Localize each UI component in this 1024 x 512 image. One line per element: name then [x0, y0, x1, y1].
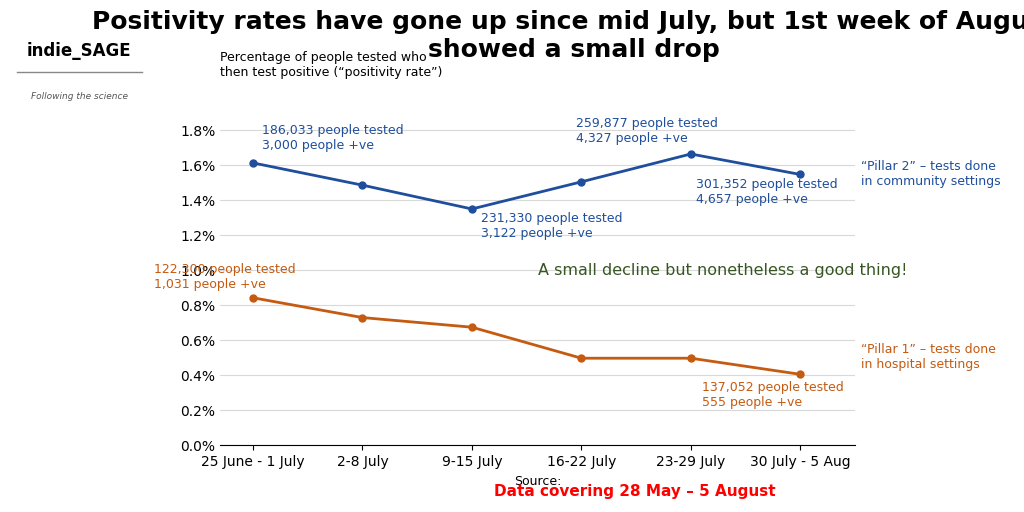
Text: indie_SAGE: indie_SAGE [27, 42, 132, 60]
Text: 259,877 people tested
4,327 people +ve: 259,877 people tested 4,327 people +ve [575, 117, 718, 145]
Text: “Pillar 1” – tests done
in hospital settings: “Pillar 1” – tests done in hospital sett… [860, 343, 995, 371]
Text: 186,033 people tested
3,000 people +ve: 186,033 people tested 3,000 people +ve [262, 124, 403, 153]
Text: Following the science: Following the science [31, 92, 128, 101]
Text: 122,300 people tested
1,031 people +ve: 122,300 people tested 1,031 people +ve [155, 263, 296, 291]
Text: Positivity rates have gone up since mid July, but 1st week of August
showed a sm: Positivity rates have gone up since mid … [92, 10, 1024, 62]
Text: 137,052 people tested
555 people +ve: 137,052 people tested 555 people +ve [701, 381, 844, 409]
Text: “Pillar 2” – tests done
in community settings: “Pillar 2” – tests done in community set… [860, 160, 1000, 188]
X-axis label: Source:: Source: [514, 475, 561, 488]
Text: 231,330 people tested
3,122 people +ve: 231,330 people tested 3,122 people +ve [480, 212, 623, 241]
Text: 301,352 people tested
4,657 people +ve: 301,352 people tested 4,657 people +ve [696, 178, 838, 206]
Text: Percentage of people tested who
then test positive (“positivity rate”): Percentage of people tested who then tes… [220, 51, 442, 79]
Text: Data covering 28 May – 5 August: Data covering 28 May – 5 August [494, 484, 776, 499]
Text: A small decline but nonetheless a good thing!: A small decline but nonetheless a good t… [538, 263, 907, 278]
